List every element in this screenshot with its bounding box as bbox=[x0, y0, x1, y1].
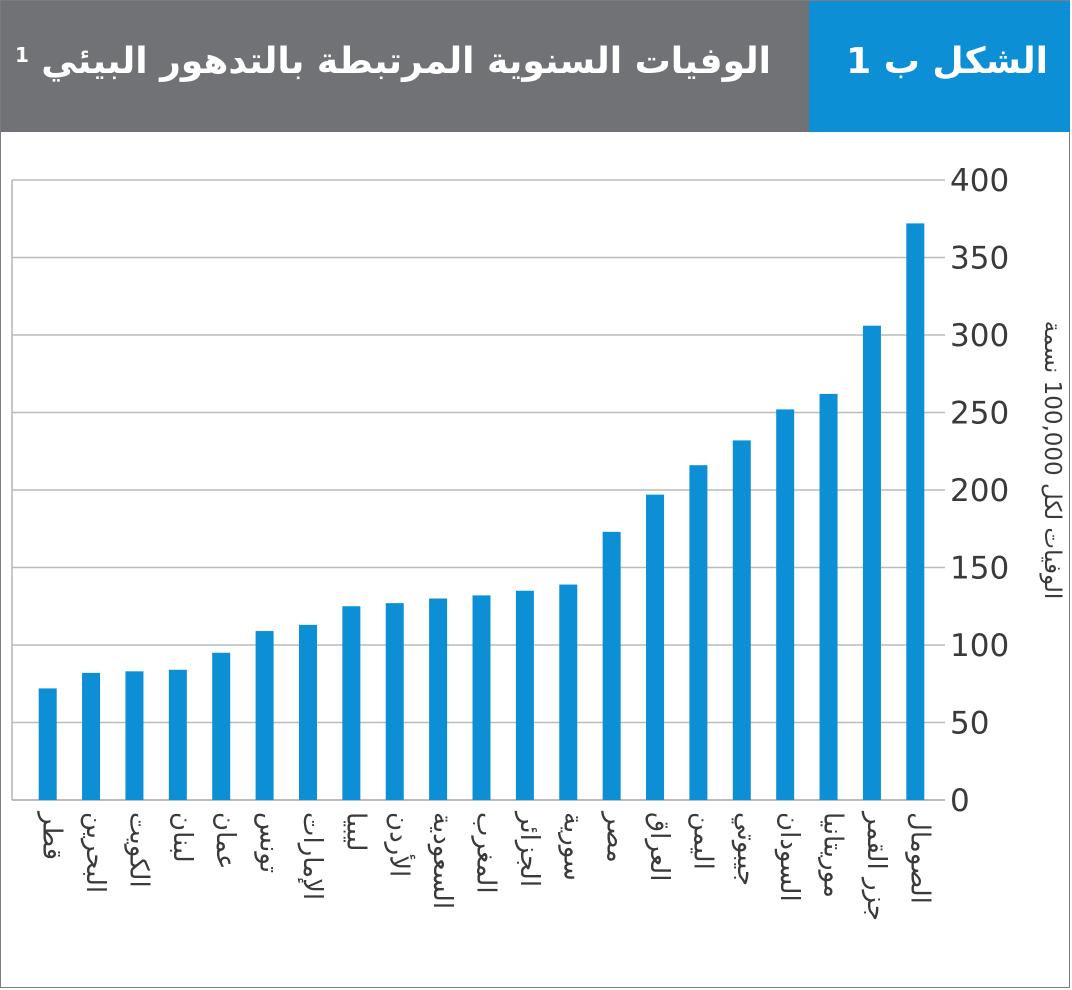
figure-label: الشكل ب 1 bbox=[846, 41, 1048, 82]
x-category-label: سورية bbox=[557, 812, 587, 881]
x-category-label: قطر bbox=[37, 810, 67, 860]
y-tick-label: 200 bbox=[950, 473, 1009, 509]
bar bbox=[515, 590, 534, 800]
x-category-label: عمان bbox=[210, 812, 240, 870]
x-category-label: السودان bbox=[774, 812, 804, 902]
x-category-label: مصر bbox=[601, 810, 631, 863]
bar bbox=[472, 595, 491, 800]
bar bbox=[906, 223, 925, 800]
x-category-label: الكويت bbox=[123, 812, 153, 888]
x-category-label: الجزائر bbox=[514, 810, 544, 887]
bar bbox=[168, 669, 187, 800]
y-axis-label: الوفيات لكل 100,000 نسمة bbox=[1039, 321, 1065, 600]
bar bbox=[776, 409, 795, 800]
bar bbox=[125, 671, 144, 800]
bar bbox=[559, 584, 578, 800]
bar bbox=[646, 494, 665, 800]
bar bbox=[255, 631, 274, 800]
y-tick-label: 350 bbox=[950, 241, 1009, 277]
bar bbox=[298, 624, 317, 800]
bar bbox=[212, 652, 231, 800]
y-tick-label: 0 bbox=[950, 783, 970, 819]
bar bbox=[82, 672, 101, 800]
y-tick-label: 300 bbox=[950, 318, 1009, 354]
x-category-label: السعودية bbox=[427, 812, 457, 909]
x-category-label: جيبوتي bbox=[731, 812, 761, 886]
bar bbox=[385, 603, 404, 800]
bar bbox=[689, 465, 708, 800]
header-title-bar: الوفيات السنوية المرتبطة بالتدهور البيئي… bbox=[1, 1, 809, 132]
x-category-label: المغرب bbox=[471, 812, 501, 894]
bar bbox=[429, 598, 448, 800]
footnote-mark: 1 bbox=[15, 43, 29, 67]
bar bbox=[819, 393, 838, 800]
y-tick-label: 400 bbox=[950, 163, 1009, 199]
bar bbox=[342, 606, 361, 800]
x-category-label: اليمن bbox=[687, 812, 717, 870]
y-tick-label: 250 bbox=[950, 396, 1009, 432]
header-figure-bar: الشكل ب 1 bbox=[809, 1, 1070, 132]
bar bbox=[38, 688, 57, 800]
x-category-label: الإمارات bbox=[297, 812, 327, 900]
x-category-label: البحرين bbox=[80, 812, 110, 893]
bar bbox=[732, 440, 751, 800]
x-category-label: موريتانيا bbox=[818, 812, 848, 898]
chart-title: الوفيات السنوية المرتبطة بالتدهور البيئي bbox=[41, 41, 771, 82]
x-category-label: ليبيا bbox=[340, 812, 370, 851]
x-category-label: الأردن bbox=[384, 812, 417, 877]
bar bbox=[602, 531, 621, 800]
y-tick-label: 150 bbox=[950, 551, 1009, 587]
y-tick-label: 50 bbox=[950, 706, 989, 742]
x-category-label: لبنان bbox=[167, 812, 197, 863]
x-category-label: تونس bbox=[254, 812, 284, 873]
x-category-label: العراق bbox=[644, 812, 674, 881]
x-category-label: جزر القمر bbox=[861, 810, 891, 921]
y-tick-label: 100 bbox=[950, 628, 1009, 664]
x-category-label: الصومال bbox=[904, 812, 934, 904]
bar bbox=[862, 325, 881, 800]
